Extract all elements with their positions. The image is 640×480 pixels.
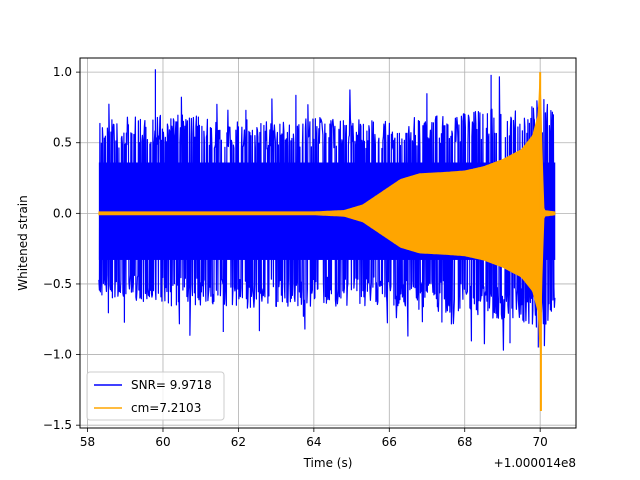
cm-peak	[539, 72, 542, 412]
y-axis-label: Whitened strain	[16, 195, 30, 291]
y-tick-label: 0.5	[53, 136, 72, 150]
x-tick-label: 62	[231, 435, 246, 449]
legend-label-cm: cm=7.2103	[131, 401, 201, 415]
series-cm	[98, 72, 556, 412]
y-tick-label: 0.0	[53, 206, 72, 220]
axes-frame	[79, 57, 577, 429]
y-tick-label: −0.5	[43, 277, 72, 291]
x-tick-label: 66	[382, 435, 397, 449]
x-axis-offset: +1.000014e8	[494, 456, 576, 470]
x-tick-label: 70	[533, 435, 548, 449]
axis-ticks: 58 60 62 64 66 68 70 1.0 0.5 0.0 −0.5 −1.0 −1.5	[43, 65, 548, 449]
legend: SNR= 9.9718 cm=7.2103	[86, 371, 225, 421]
y-tick-label: −1.0	[43, 348, 72, 362]
x-tick-label: 60	[155, 435, 170, 449]
x-tick-label: 58	[80, 435, 95, 449]
cm-envelope	[98, 78, 556, 348]
x-tick-label: 68	[457, 435, 472, 449]
x-axis-label: Time (s)	[303, 456, 353, 470]
legend-label-snr: SNR= 9.9718	[131, 378, 212, 392]
x-tick-label: 64	[306, 435, 321, 449]
y-tick-label: 1.0	[53, 65, 72, 79]
y-tick-label: −1.5	[43, 418, 72, 432]
